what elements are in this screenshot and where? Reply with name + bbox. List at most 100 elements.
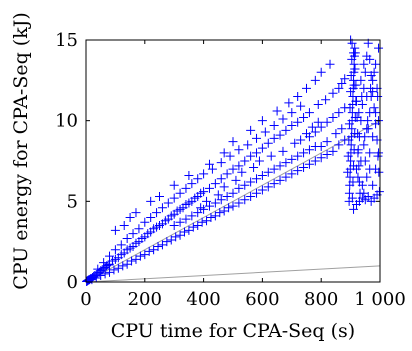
data-point <box>254 156 264 166</box>
data-point <box>359 59 369 69</box>
data-point <box>272 106 282 116</box>
data-point <box>175 217 185 227</box>
data-point <box>293 91 303 101</box>
data-point <box>347 54 357 64</box>
data-point <box>179 227 189 237</box>
data-point <box>260 127 270 137</box>
y-axis-ticks: 0 5 10 15 <box>55 30 380 293</box>
data-point <box>340 74 350 84</box>
data-point <box>240 180 250 190</box>
data-point <box>131 208 141 218</box>
data-point <box>100 269 110 279</box>
data-point <box>349 204 359 214</box>
data-point <box>263 182 273 192</box>
data-point <box>135 251 145 261</box>
data-point <box>216 174 226 184</box>
x-tick-label: 1 000 <box>354 289 406 310</box>
data-point <box>224 203 234 213</box>
data-point <box>322 117 332 127</box>
reference-line-2 <box>85 265 381 283</box>
data-point <box>169 221 179 231</box>
data-point <box>346 70 356 80</box>
data-point <box>162 237 172 247</box>
data-point <box>302 83 311 93</box>
data-point <box>246 177 256 187</box>
data-point <box>234 198 244 208</box>
data-point <box>278 146 288 156</box>
data-point <box>281 125 291 135</box>
data-point <box>225 151 235 161</box>
data-point <box>348 91 358 101</box>
data-point <box>365 148 375 158</box>
data-point <box>304 145 314 155</box>
data-point <box>322 150 332 160</box>
data-point <box>350 48 360 58</box>
data-point <box>365 108 375 118</box>
data-point <box>181 214 191 224</box>
data-point <box>275 161 285 171</box>
data-point <box>363 191 373 201</box>
data-point <box>199 187 209 197</box>
data-point <box>304 108 314 118</box>
reference-lines <box>85 120 381 283</box>
data-point <box>281 172 291 182</box>
data-point <box>357 180 367 190</box>
data-point <box>204 201 214 211</box>
data-point <box>362 124 372 134</box>
data-point <box>322 137 332 147</box>
data-point <box>371 59 381 69</box>
data-point <box>275 130 285 140</box>
data-point <box>181 183 191 193</box>
data-point <box>128 229 138 239</box>
data-point <box>302 129 311 139</box>
data-point <box>134 224 144 234</box>
data-point <box>219 148 229 158</box>
data-point <box>269 133 279 143</box>
data-point <box>263 167 273 177</box>
data-point <box>266 151 276 161</box>
x-axis-label: CPU time for CPA-Seq (s) <box>111 320 355 342</box>
x-tick-label: 800 <box>304 289 338 310</box>
data-point <box>374 187 384 197</box>
data-point <box>252 133 262 143</box>
x-axis-ticks: 0 200 400 600 800 1 000 <box>80 40 406 310</box>
data-point <box>278 114 288 124</box>
data-point <box>344 119 354 129</box>
data-point <box>257 116 267 126</box>
y-tick-label: 10 <box>55 111 78 132</box>
data-point <box>374 43 384 53</box>
data-point <box>325 59 335 69</box>
data-point <box>222 191 232 201</box>
data-point <box>257 171 267 181</box>
data-point <box>269 179 279 189</box>
reference-line-1 <box>85 120 381 283</box>
data-point <box>202 196 212 206</box>
data-point <box>169 193 179 203</box>
data-point <box>287 169 297 179</box>
data-point <box>246 151 256 161</box>
x-tick-label: 0 <box>80 289 91 310</box>
data-point <box>337 124 347 134</box>
data-point <box>299 148 309 158</box>
data-point <box>347 124 357 134</box>
data-point <box>219 182 229 192</box>
data-point <box>334 140 344 150</box>
data-point <box>199 169 209 179</box>
data-point <box>310 127 320 137</box>
data-point <box>105 251 115 261</box>
data-point <box>284 98 294 108</box>
data-point <box>171 232 181 242</box>
data-point <box>99 258 109 268</box>
data-point <box>357 91 367 101</box>
data-point <box>257 143 267 153</box>
data-point <box>110 245 120 255</box>
data-point <box>310 141 320 151</box>
data-point <box>299 112 309 122</box>
data-point <box>328 112 338 122</box>
data-point <box>287 108 297 118</box>
data-point <box>356 156 366 166</box>
data-point <box>237 167 247 177</box>
data-point <box>307 122 317 132</box>
data-point <box>257 185 267 195</box>
